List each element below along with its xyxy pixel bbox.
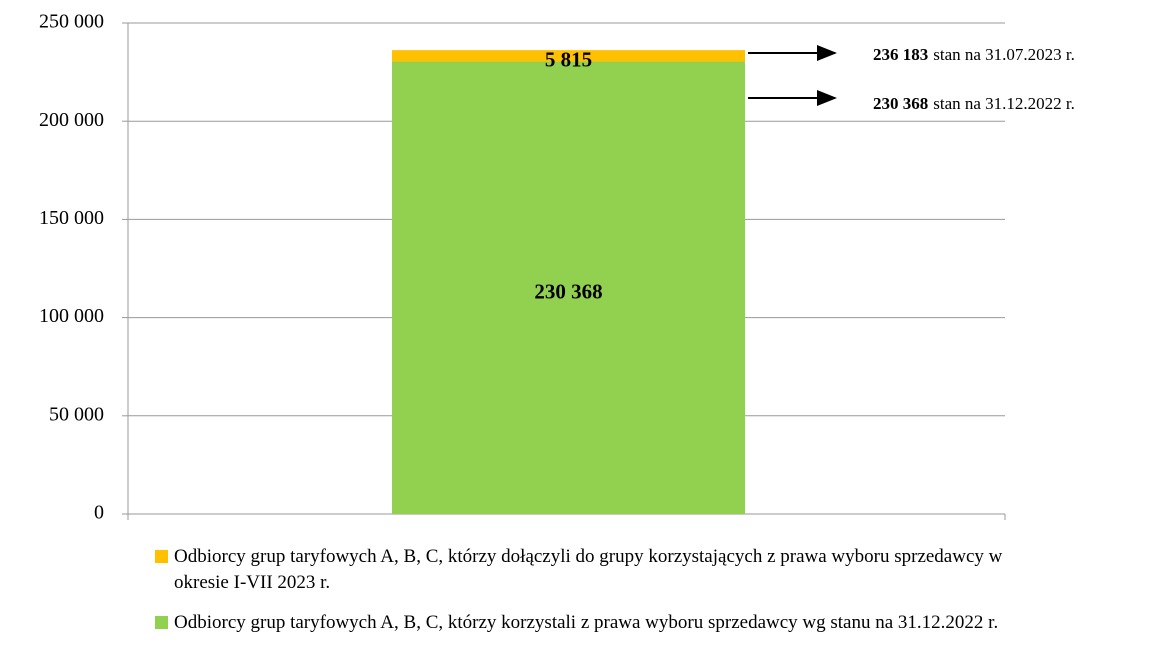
bar-segment xyxy=(392,61,745,514)
legend-swatch xyxy=(155,616,168,629)
y-tick-label: 0 xyxy=(94,502,104,524)
y-tick-label: 250 000 xyxy=(39,11,104,33)
y-tick-label: 50 000 xyxy=(49,403,104,425)
value-label: 230 368 xyxy=(534,280,602,304)
legend-item: Odbiorcy grup taryfowych A, B, C, którzy… xyxy=(155,544,1005,596)
annotation-value: 230 368 xyxy=(873,94,928,113)
annotation-value: 236 183 xyxy=(873,45,928,64)
annotation-text: stan na 31.12.2022 r. xyxy=(933,94,1075,113)
bar-segment xyxy=(392,50,745,62)
legend-label: Odbiorcy grup taryfowych A, B, C, którzy… xyxy=(174,612,999,633)
y-tick-label: 100 000 xyxy=(39,305,104,327)
annotation: 236 183 stan na 31.07.2023 r. xyxy=(873,45,1075,64)
value-label: 5 815 xyxy=(545,48,592,72)
legend-item: Odbiorcy grup taryfowych A, B, C, którzy… xyxy=(155,610,1005,636)
legend: Odbiorcy grup taryfowych A, B, C, którzy… xyxy=(155,544,1005,650)
legend-label: Odbiorcy grup taryfowych A, B, C, którzy… xyxy=(174,546,1003,593)
annotation-text: stan na 31.07.2023 r. xyxy=(933,45,1075,64)
y-tick-label: 200 000 xyxy=(39,109,104,131)
chart: 0 50 000 100 000 150 000 200 000 250 000 230 3… xyxy=(39,11,1075,524)
y-tick-label: 150 000 xyxy=(39,207,104,229)
annotation: 230 368 stan na 31.12.2022 r. xyxy=(873,94,1075,113)
legend-swatch xyxy=(155,550,168,563)
